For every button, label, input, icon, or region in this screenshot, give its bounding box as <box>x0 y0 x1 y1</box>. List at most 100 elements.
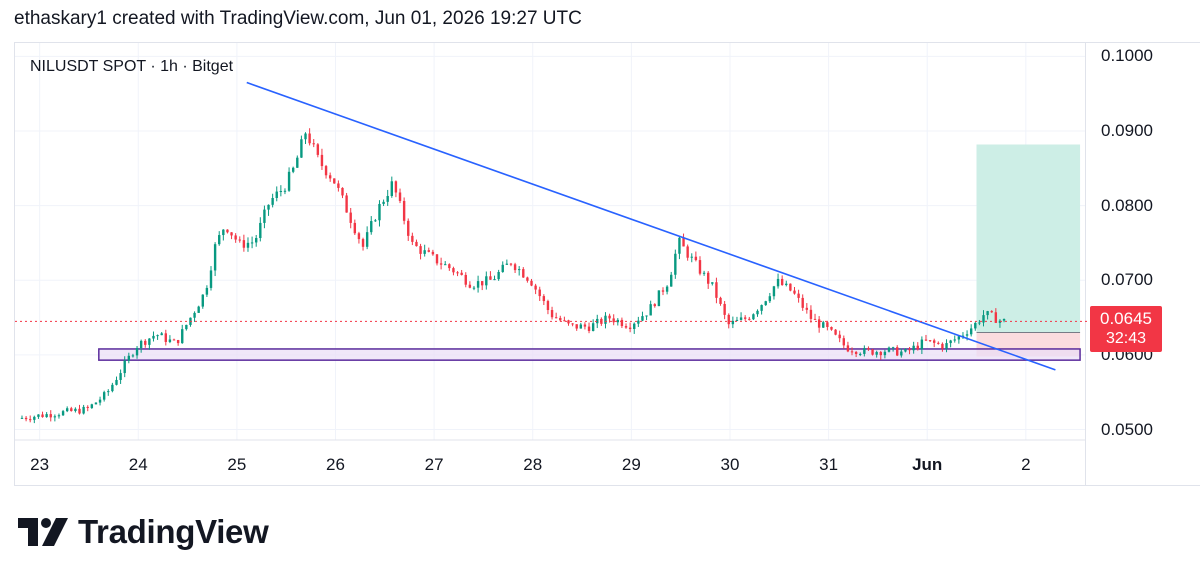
candle-body <box>41 414 44 418</box>
candle-body <box>645 315 648 317</box>
candle-body <box>176 340 180 344</box>
candle-body <box>760 305 763 311</box>
candle-body <box>464 274 467 285</box>
candle-body <box>706 272 710 284</box>
candle-body <box>115 379 118 385</box>
candle-body <box>690 256 693 258</box>
candle-body <box>739 317 743 320</box>
candle-body <box>813 318 817 320</box>
candle-body <box>649 304 652 316</box>
candle-body <box>896 347 899 356</box>
candle-body <box>259 222 262 239</box>
footer-logo[interactable]: TradingView <box>18 512 269 552</box>
time-tick-label: 28 <box>523 455 543 474</box>
candle-body <box>986 311 989 316</box>
candle-body <box>628 327 632 330</box>
candle-body <box>300 139 303 158</box>
candle-body <box>657 290 661 307</box>
candle-body <box>263 209 266 223</box>
candle-body <box>296 157 299 168</box>
candle-body <box>279 190 283 192</box>
candle-body <box>160 333 163 336</box>
candle-body <box>785 283 788 286</box>
candle-body <box>29 419 32 421</box>
price-axis[interactable] <box>1086 42 1200 486</box>
symbol-legend[interactable]: NILUSDT SPOT · 1h · Bitget <box>30 58 234 75</box>
chart-pane[interactable] <box>14 42 1086 486</box>
candle-body <box>674 253 677 275</box>
candle-body <box>489 276 492 280</box>
candle-body <box>312 143 315 145</box>
candle-body <box>435 254 439 264</box>
candle-body <box>538 289 541 297</box>
candle-body <box>670 274 673 287</box>
candle-body <box>715 282 718 298</box>
candle-body <box>653 304 656 307</box>
time-tick-label: 2 <box>1021 455 1031 474</box>
candle-body <box>452 268 455 273</box>
candle-body <box>230 232 233 236</box>
candle-body <box>86 406 89 408</box>
candle-body <box>234 235 237 240</box>
candle-body <box>583 324 587 327</box>
candle-body <box>875 352 878 355</box>
candle-body <box>780 278 784 286</box>
candle-body <box>222 229 225 236</box>
candle-body <box>45 414 48 418</box>
candle-body <box>119 373 122 380</box>
candle-body <box>678 237 681 254</box>
candle-body <box>764 301 767 306</box>
descending-trendline <box>246 81 1056 371</box>
candle-body <box>70 408 73 412</box>
candle-body <box>226 229 229 233</box>
candle-body <box>386 195 389 202</box>
candle-body <box>509 263 513 265</box>
candles-layer <box>20 128 1006 424</box>
candle-body <box>152 335 155 339</box>
candle-body <box>596 318 599 324</box>
candle-body <box>776 278 780 287</box>
candle-body <box>953 339 956 341</box>
candle-body <box>624 326 628 328</box>
candle-body <box>834 329 837 335</box>
candle-body <box>563 320 566 322</box>
candle-body <box>78 408 81 414</box>
candle-body <box>978 322 981 324</box>
candle-body <box>908 349 911 351</box>
last-price-badge: 0.0645 32:43 <box>1090 306 1162 352</box>
candle-body <box>185 324 188 330</box>
candle-body <box>842 338 845 346</box>
candle-body <box>49 414 52 418</box>
candle-body <box>131 355 135 357</box>
candle-body <box>324 166 328 176</box>
candle-body <box>846 345 850 352</box>
candle-body <box>127 355 131 361</box>
time-tick-label: 30 <box>720 455 740 474</box>
candle-body <box>144 340 147 345</box>
candle-body <box>949 340 952 344</box>
candle-body <box>932 340 936 343</box>
candle-body <box>567 320 570 324</box>
candle-body <box>801 297 804 308</box>
candle-body <box>431 251 435 255</box>
candle-body <box>772 286 776 297</box>
candle-body <box>246 242 250 248</box>
candle-body <box>867 348 870 350</box>
candle-body <box>201 294 204 307</box>
candle-body <box>448 264 451 269</box>
candle-body <box>850 351 854 353</box>
candle-body <box>423 250 426 254</box>
candle-body <box>308 133 311 144</box>
candle-body <box>900 351 903 356</box>
candle-body <box>686 246 689 258</box>
candle-body <box>768 296 772 302</box>
candle-body <box>817 319 821 328</box>
candle-body <box>37 414 40 417</box>
candle-body <box>82 406 85 414</box>
candle-body <box>328 175 332 179</box>
candle-body <box>382 201 385 204</box>
header-credit: ethaskary1 created with TradingView.com,… <box>14 8 582 29</box>
candle-body <box>809 309 813 319</box>
candle-body <box>920 339 924 350</box>
